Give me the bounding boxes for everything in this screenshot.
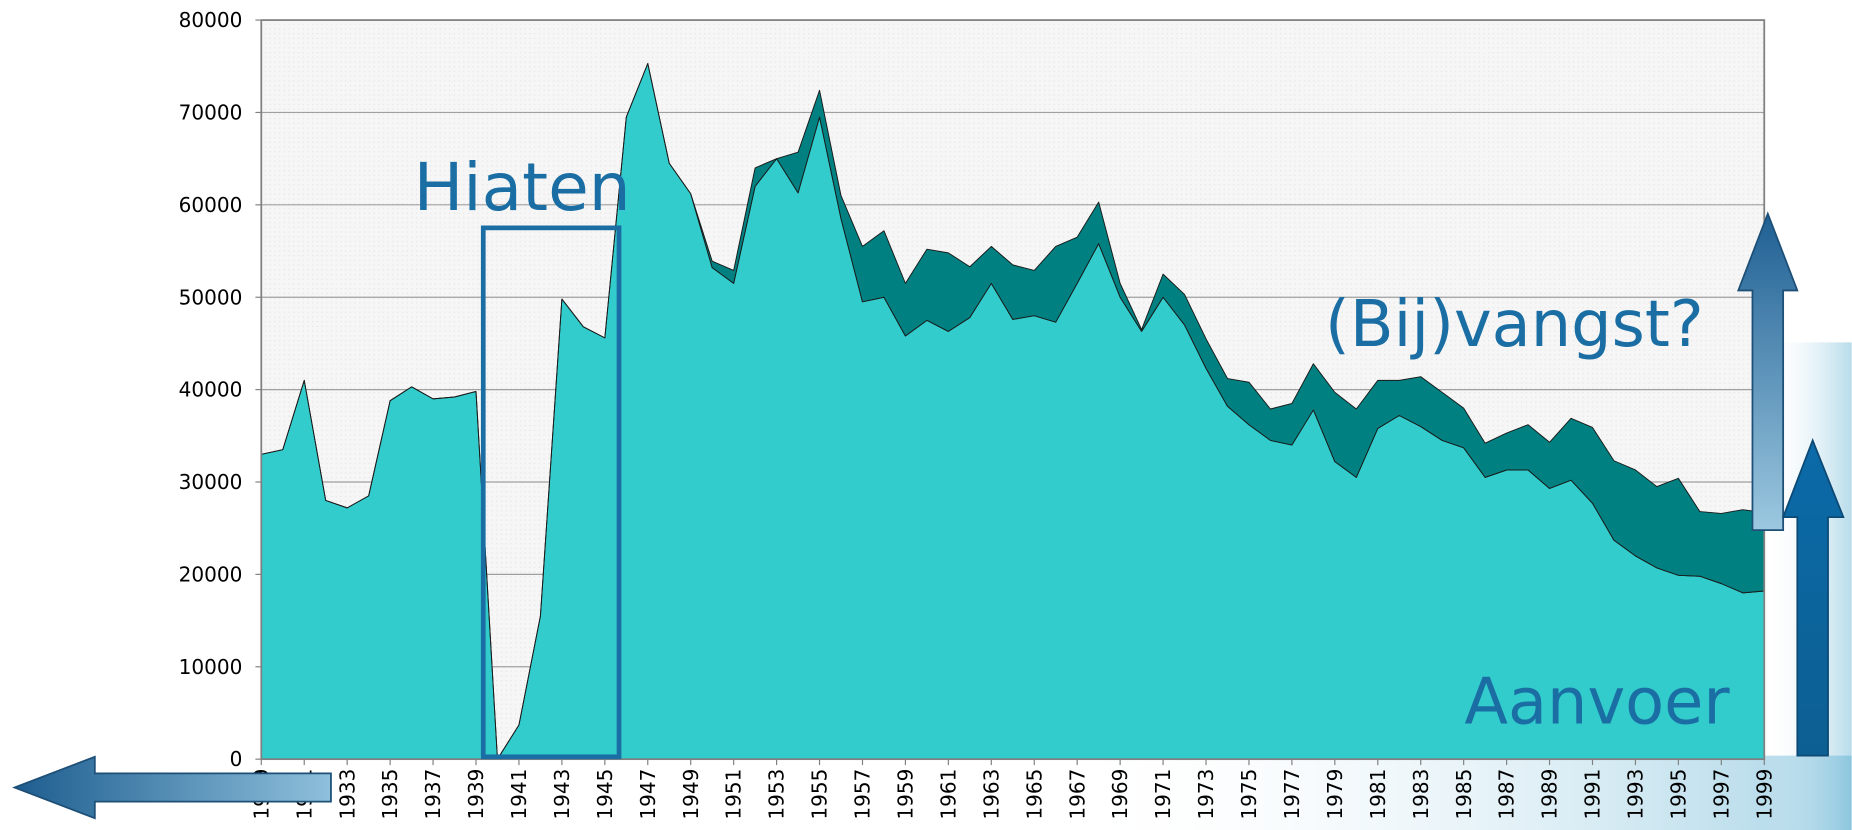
x-tick-label: 1933 (335, 769, 359, 820)
y-tick-label: 70000 (179, 101, 243, 125)
x-tick-label: 1943 (550, 769, 574, 820)
y-tick-label: 0 (230, 747, 243, 771)
x-tick-label: 1999 (1752, 769, 1776, 820)
arrow-left (12, 755, 332, 820)
annotation: (Bij)vangst? (1325, 288, 1704, 362)
x-tick-label: 1947 (636, 769, 660, 820)
annotation: Hiaten (414, 149, 631, 226)
y-tick-label: 50000 (179, 285, 243, 309)
x-tick-label: 1951 (722, 769, 746, 820)
x-tick-label: 1995 (1666, 769, 1690, 820)
y-tick-label: 60000 (179, 193, 243, 217)
x-tick-label: 1941 (507, 769, 531, 820)
x-tick-label: 1957 (851, 769, 875, 820)
x-tick-label: 1939 (464, 769, 488, 820)
x-tick-label: 1977 (1280, 769, 1304, 820)
x-tick-label: 1945 (593, 769, 617, 820)
x-tick-label: 1991 (1581, 769, 1605, 820)
x-tick-label: 1949 (679, 769, 703, 820)
x-tick-label: 1961 (936, 769, 960, 820)
y-tick-label: 30000 (179, 470, 243, 494)
x-tick-label: 1975 (1237, 769, 1261, 820)
y-tick-label: 20000 (179, 562, 243, 586)
x-tick-label: 1997 (1709, 769, 1733, 820)
x-tick-label: 1987 (1495, 769, 1519, 820)
background-decor (1062, 755, 1852, 830)
annotation: Aanvoer (1464, 666, 1730, 740)
y-tick-label: 10000 (179, 655, 243, 679)
x-tick-label: 1967 (1065, 769, 1089, 820)
x-tick-label: 1983 (1409, 769, 1433, 820)
x-tick-label: 1989 (1538, 769, 1562, 820)
x-tick-label: 1981 (1366, 769, 1390, 820)
x-tick-label: 1985 (1452, 769, 1476, 820)
x-tick-label: 1963 (979, 769, 1003, 820)
arrow-up (1737, 211, 1799, 531)
hiaten-box (480, 225, 622, 760)
x-tick-label: 1993 (1624, 769, 1648, 820)
x-tick-label: 1965 (1022, 769, 1046, 820)
x-tick-label: 1971 (1151, 769, 1175, 820)
arrow-up (1781, 437, 1845, 757)
x-tick-label: 1953 (765, 769, 789, 820)
y-tick-label: 40000 (179, 378, 243, 402)
x-tick-label: 1955 (808, 769, 832, 820)
x-tick-label: 1979 (1323, 769, 1347, 820)
x-tick-label: 1973 (1194, 769, 1218, 820)
x-tick-label: 1969 (1108, 769, 1132, 820)
y-tick-label: 80000 (179, 8, 243, 32)
x-tick-label: 1937 (421, 769, 445, 820)
x-tick-label: 1935 (378, 769, 402, 820)
x-tick-label: 1959 (894, 769, 918, 820)
